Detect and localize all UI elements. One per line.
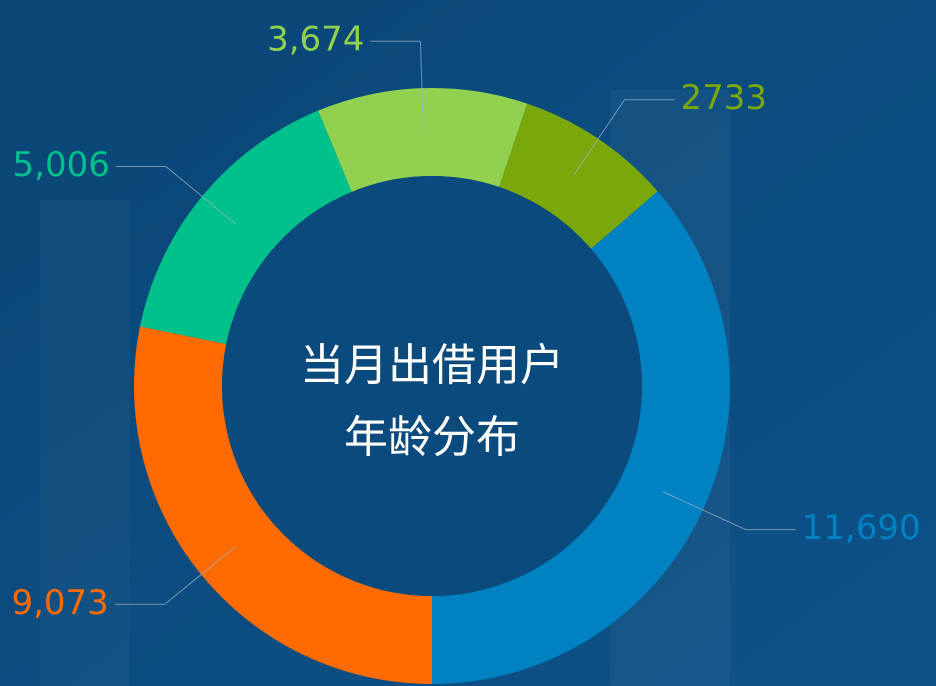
leader-line [573,99,675,176]
donut-segment [139,110,352,345]
data-label: 2733 [681,78,768,118]
donut-segment [318,87,528,192]
data-label: 9,073 [11,583,108,623]
data-label: 3,674 [267,20,364,60]
center-title: 年龄分布 [344,412,520,463]
leader-line [115,165,237,225]
leader-line [370,40,424,133]
donut-segment [499,103,658,249]
donut-segment [134,326,432,684]
data-label: 11,690 [802,508,921,548]
center-title: 当月出借用户 [300,340,564,391]
data-label: 5,006 [13,145,110,185]
leader-line [114,546,236,605]
donut-segment [432,191,730,684]
leader-line [662,491,796,531]
donut-center [222,176,642,596]
